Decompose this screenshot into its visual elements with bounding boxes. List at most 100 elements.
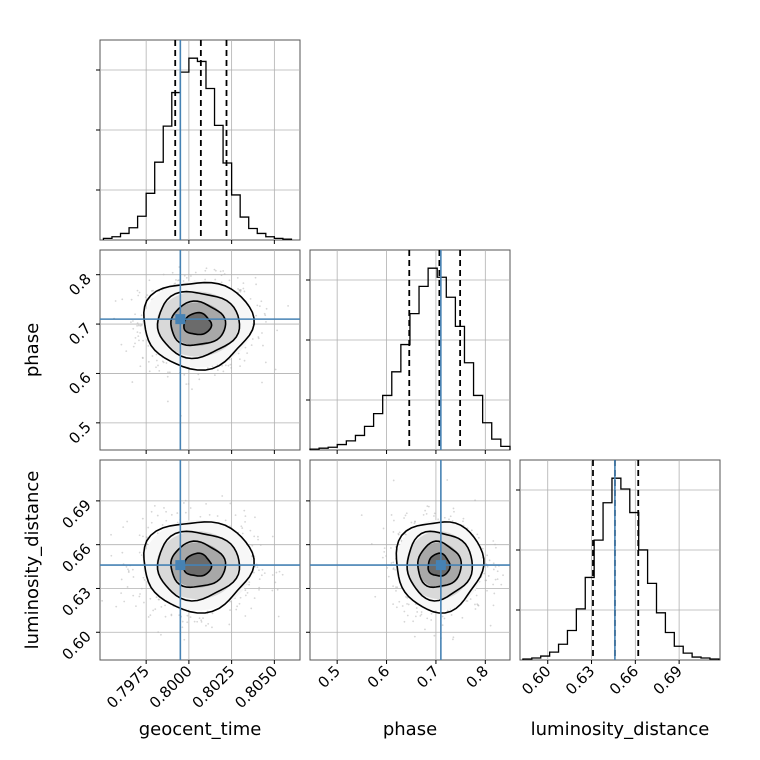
scatter-point (216, 369, 219, 372)
scatter-point (208, 513, 211, 516)
scatter-point (393, 519, 395, 522)
scatter-point (157, 631, 160, 634)
scatter-point (430, 619, 433, 621)
scatter-point (121, 298, 124, 301)
scatter-point (165, 510, 167, 513)
scatter-point (142, 535, 144, 538)
scatter-point (441, 624, 444, 627)
scatter-point (244, 346, 247, 349)
contour-line (142, 281, 255, 371)
scatter-point (161, 360, 164, 363)
scatter-point (257, 535, 259, 538)
scatter-point (148, 370, 151, 373)
scatter-point (254, 276, 257, 279)
scatter-point (250, 607, 253, 610)
scatter-point (120, 578, 123, 581)
scatter-point (242, 282, 245, 285)
scatter-point (420, 611, 423, 613)
scatter-point (148, 279, 151, 282)
scatter-point (147, 360, 150, 363)
scatter-point (181, 620, 184, 623)
scatter-point (184, 511, 187, 514)
scatter-point (134, 313, 136, 316)
scatter-point (392, 603, 395, 606)
scatter-point (229, 363, 232, 366)
scatter-point (392, 561, 395, 564)
scatter-point (448, 518, 450, 521)
scatter-point (135, 605, 137, 608)
scatter-point (213, 374, 216, 377)
scatter-point (500, 583, 503, 586)
scatter-point (147, 344, 150, 347)
scatter-point (425, 512, 428, 515)
scatter-point (452, 507, 455, 510)
scatter-point (248, 581, 251, 584)
scatter-point (265, 307, 268, 310)
scatter-point (224, 364, 227, 367)
scatter-point (199, 515, 202, 518)
scatter-point (127, 571, 130, 574)
scatter-point (281, 573, 284, 576)
scatter-point (216, 515, 219, 517)
scatter-point (426, 505, 429, 508)
scatter-point (197, 373, 200, 376)
y-tick-label: 0.7 (65, 319, 95, 349)
scatter-point (449, 515, 452, 518)
scatter-point (237, 287, 239, 290)
scatter-point (374, 595, 377, 598)
scatter-point (131, 381, 134, 383)
y-tick-label: 0.6 (65, 369, 95, 399)
scatter-point (156, 514, 159, 517)
scatter-point (250, 344, 253, 346)
scatter-point (137, 324, 140, 327)
scatter-point (143, 579, 146, 581)
scatter-point (249, 529, 252, 532)
panel-luminosity-distance-histogram: 0.60 0.63 0.66 0.69 (516, 459, 721, 698)
scatter-point (177, 279, 179, 282)
scatter-point (271, 574, 274, 576)
scatter-point (196, 620, 199, 623)
scatter-point (502, 574, 504, 577)
scatter-point (170, 513, 173, 516)
scatter-point (121, 551, 124, 554)
scatter-point (240, 525, 243, 528)
scatter-point (413, 635, 416, 638)
y-tick-label: 0.5 (65, 418, 95, 448)
scatter-point (483, 572, 486, 575)
scatter-point (120, 343, 123, 346)
scatter-point (191, 388, 193, 391)
panel-phase-vs-geocent-time: 0.5 0.6 0.7 0.8 (65, 249, 301, 454)
scatter-point (132, 345, 135, 348)
scatter-point (426, 617, 429, 620)
scatter-point (153, 504, 156, 507)
scatter-point (255, 314, 258, 317)
scatter-point (222, 270, 225, 272)
scatter-point (160, 605, 163, 608)
scatter-point (265, 320, 267, 323)
scatter-point (407, 603, 410, 606)
scatter-point (382, 527, 385, 530)
scatter-point (259, 544, 262, 546)
scatter-point (182, 502, 185, 504)
scatter-point (390, 547, 392, 549)
scatter-point (132, 327, 135, 330)
scatter-point (488, 559, 491, 562)
scatter-point (392, 479, 395, 482)
scatter-point (229, 525, 231, 528)
x-tick-label: 0.8050 (231, 662, 281, 712)
scatter-point (255, 283, 257, 286)
scatter-point (183, 638, 186, 641)
scatter-point (136, 322, 139, 325)
scatter-point (244, 589, 247, 592)
scatter-point (149, 614, 152, 617)
scatter-point (258, 578, 261, 581)
scatter-point (114, 300, 117, 302)
scatter-point (406, 614, 409, 617)
scatter-point (395, 586, 397, 589)
panel-geocent-time-histogram (96, 39, 301, 244)
x-tick-label: 0.8000 (146, 662, 196, 712)
scatter-point (401, 605, 404, 607)
scatter-point (258, 586, 261, 589)
scatter-point (244, 520, 246, 523)
scatter-point (383, 550, 386, 553)
